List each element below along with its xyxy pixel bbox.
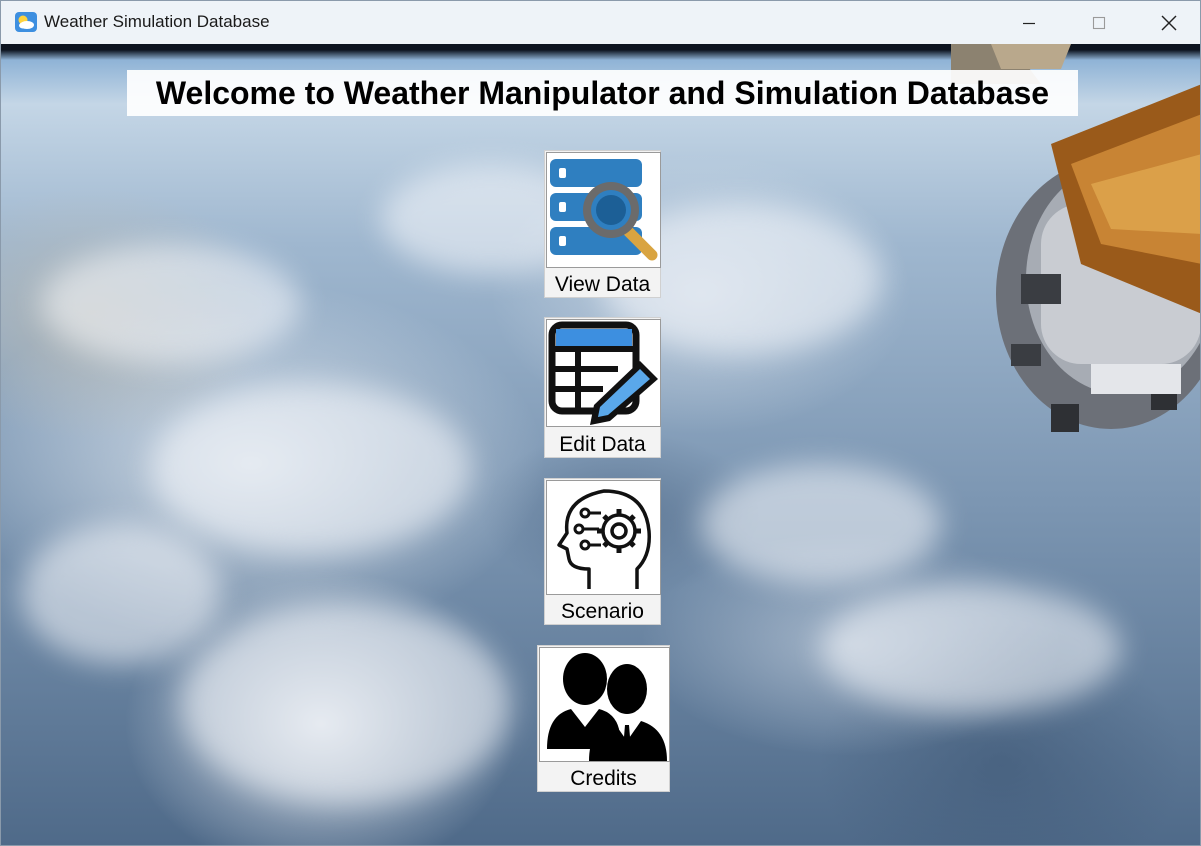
credits-label: Credits	[570, 767, 637, 790]
credits-button[interactable]: Credits	[537, 645, 670, 792]
edit-data-icon-box	[546, 319, 661, 427]
title-bar[interactable]: Weather Simulation Database	[1, 1, 1200, 44]
database-search-icon	[549, 159, 657, 261]
maximize-icon	[1092, 16, 1106, 29]
window-title: Weather Simulation Database	[44, 12, 270, 31]
welcome-banner: Welcome to Weather Manipulator and Simul…	[127, 70, 1078, 116]
edit-data-label: Edit Data	[559, 433, 646, 456]
head-gears-icon	[556, 488, 651, 589]
view-data-icon-box	[546, 152, 661, 268]
scenario-label: Scenario	[561, 600, 644, 623]
satellite-image	[951, 44, 1200, 432]
minimize-button[interactable]	[994, 1, 1064, 44]
table-edit-icon	[548, 321, 658, 425]
minimize-icon	[1023, 22, 1035, 24]
maximize-button[interactable]	[1064, 1, 1134, 44]
credits-icon-box	[539, 647, 670, 762]
people-icon	[546, 652, 667, 761]
welcome-title: Welcome to Weather Manipulator and Simul…	[155, 74, 1050, 111]
weather-cloud-sun-icon	[15, 12, 37, 32]
view-data-label: View Data	[554, 273, 651, 296]
view-data-button[interactable]: View Data	[544, 150, 661, 298]
close-button[interactable]	[1134, 1, 1200, 44]
scenario-button[interactable]: Scenario	[544, 478, 661, 625]
scenario-icon-box	[546, 480, 661, 595]
close-icon	[1161, 15, 1177, 30]
edit-data-button[interactable]: Edit Data	[544, 317, 661, 458]
main-content: Welcome to Weather Manipulator and Simul…	[1, 44, 1200, 845]
